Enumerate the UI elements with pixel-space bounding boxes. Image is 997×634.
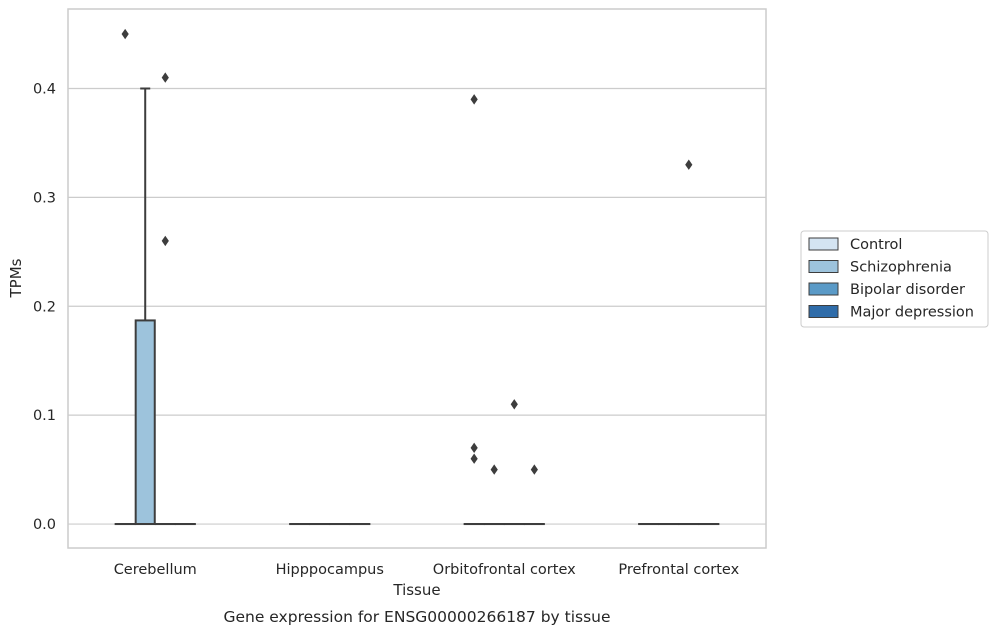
x-tick-label: Hipppocampus bbox=[276, 562, 384, 578]
x-tick-label: Prefrontal cortex bbox=[618, 562, 739, 578]
outlier-point bbox=[470, 94, 478, 105]
box-8 bbox=[463, 94, 485, 526]
legend-label: Major depression bbox=[850, 305, 974, 321]
y-axis-label: TPMs bbox=[7, 258, 25, 298]
legend-label: Schizophrenia bbox=[850, 260, 952, 276]
box-14 bbox=[678, 159, 700, 526]
y-tick-label: 0.0 bbox=[33, 517, 56, 533]
outlier-point bbox=[685, 159, 693, 170]
outlier-point bbox=[490, 464, 498, 475]
y-tick-label: 0.4 bbox=[33, 81, 56, 97]
chart-caption: Gene expression for ENSG00000266187 by t… bbox=[223, 608, 610, 626]
legend-swatch bbox=[808, 260, 839, 273]
legend-swatch bbox=[808, 305, 839, 318]
box-0 bbox=[114, 28, 136, 526]
box-2 bbox=[154, 72, 176, 526]
plot-background bbox=[68, 9, 766, 548]
x-tick-labels: Cerebellum Hipppocampus Orbitofrontal cort… bbox=[114, 562, 740, 578]
outlier-point bbox=[530, 464, 538, 475]
outlier-point bbox=[510, 399, 518, 410]
y-tick-labels: 0.0 0.1 0.2 0.3 0.4 bbox=[33, 81, 56, 533]
box-1 bbox=[134, 87, 156, 526]
box-10 bbox=[503, 399, 525, 526]
legend-frame bbox=[800, 230, 989, 328]
outlier-point bbox=[161, 72, 169, 83]
legend-label: Bipolar disorder bbox=[850, 282, 965, 298]
outlier-point bbox=[470, 453, 478, 464]
outlier-point bbox=[121, 28, 129, 40]
x-tick-label: Orbitofrontal cortex bbox=[433, 562, 576, 578]
outlier-point bbox=[470, 442, 478, 454]
box-body bbox=[134, 319, 156, 526]
box-11 bbox=[523, 464, 545, 526]
y-tick-label: 0.3 bbox=[33, 190, 56, 206]
legend-swatch bbox=[808, 237, 839, 251]
outlier-point bbox=[161, 235, 169, 247]
legend-swatch bbox=[808, 282, 839, 296]
box-marks bbox=[114, 28, 720, 526]
y-tick-label: 0.1 bbox=[33, 408, 56, 424]
legend: Control Schizophrenia Bipolar disorder Majo… bbox=[800, 230, 989, 328]
x-axis-label: Tissue bbox=[392, 581, 440, 599]
plot-frame bbox=[67, 8, 767, 549]
x-tick-label: Cerebellum bbox=[114, 562, 197, 578]
box-9 bbox=[483, 464, 505, 526]
y-tick-label: 0.2 bbox=[33, 299, 56, 315]
legend-label: Control bbox=[850, 237, 902, 253]
